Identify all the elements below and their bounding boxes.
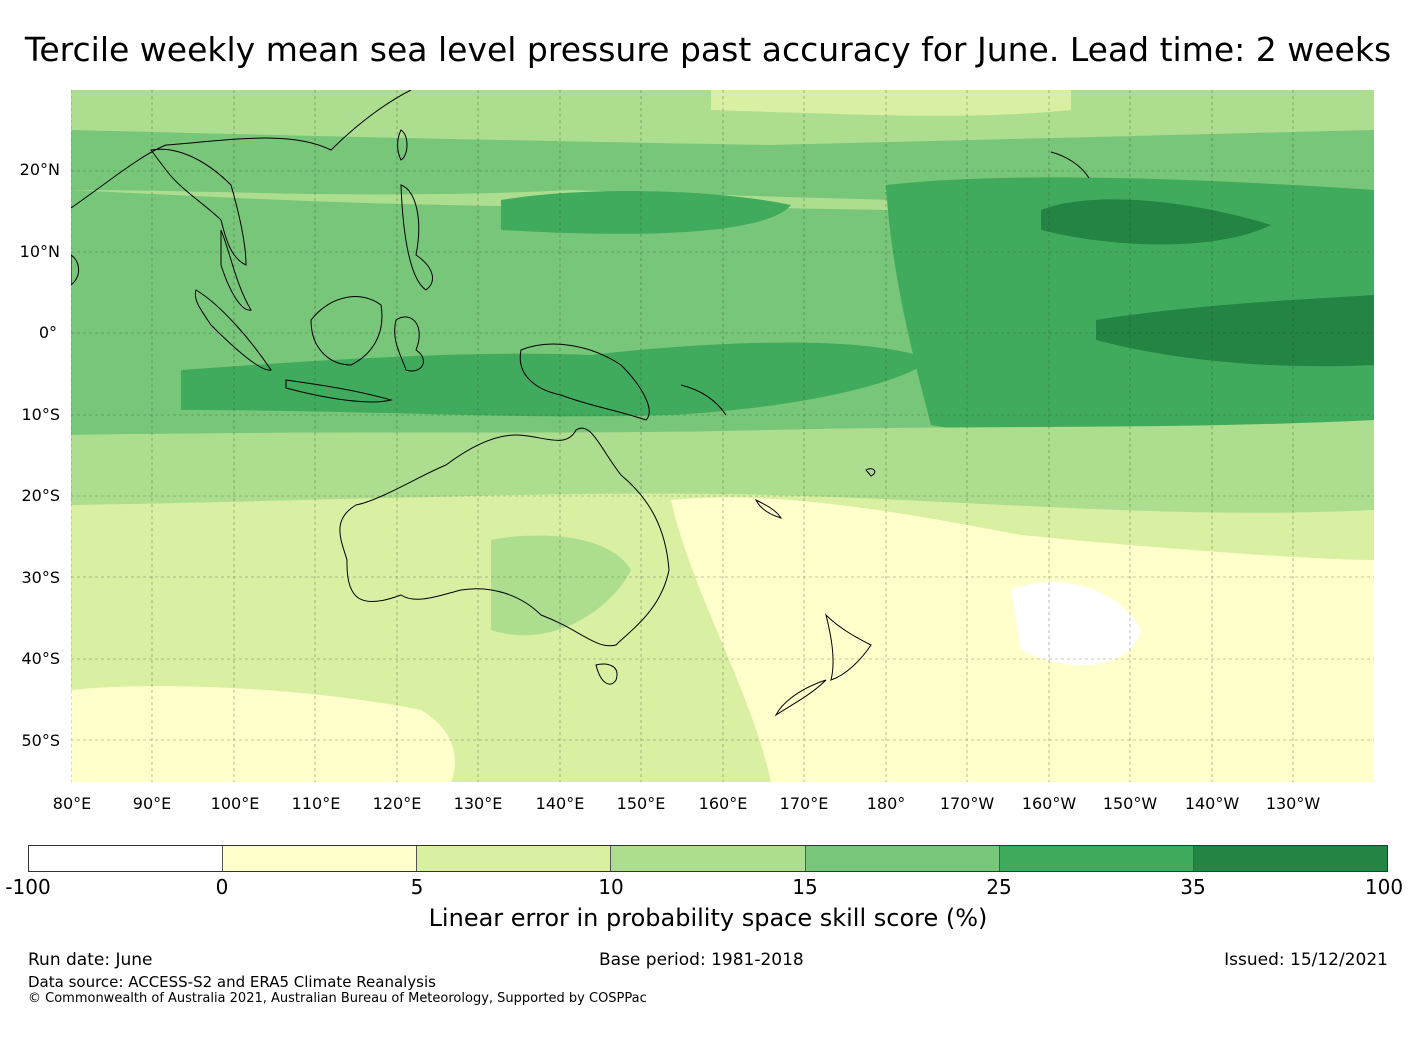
skill-region-negative — [1011, 582, 1141, 666]
new-caledonia-coast — [754, 498, 783, 519]
fiji-islands — [865, 468, 876, 477]
philippines-coast — [400, 184, 434, 291]
colorbar-tick: 10 — [598, 875, 624, 899]
lon-label-90e: 90°E — [132, 794, 172, 813]
new-guinea-coast — [519, 343, 650, 421]
solomon-islands — [680, 384, 727, 416]
lat-label-40s: 40°S — [21, 649, 60, 668]
lon-label-130e: 130°E — [453, 794, 503, 813]
colorbar-tick: 0 — [215, 875, 229, 899]
skill-region-max-2 — [1096, 295, 1374, 367]
coastlines — [71, 90, 1090, 717]
lat-label-30s: 30°S — [21, 568, 60, 587]
colorbar — [28, 845, 1388, 872]
colorbar-segment — [29, 846, 224, 871]
skill-region-maritime — [181, 342, 931, 417]
colorbar-segment — [223, 846, 418, 871]
lon-label-160e: 160°E — [698, 794, 748, 813]
colorbar-segment — [999, 846, 1194, 871]
sulawesi-coast — [394, 316, 424, 372]
colorbar-tick: 5 — [410, 875, 424, 899]
lat-label-10n: 10°N — [19, 242, 60, 261]
lon-label-100e: 100°E — [210, 794, 260, 813]
map-title: Tercile weekly mean sea level pressure p… — [24, 30, 1392, 69]
copyright: © Commonwealth of Australia 2021, Austra… — [28, 991, 647, 1006]
skill-region-north-yellow — [711, 90, 1071, 116]
colorbar-segment — [417, 846, 612, 871]
lon-label-130w: 130°W — [1265, 794, 1321, 813]
new-zealand-south — [774, 679, 827, 717]
java-coast — [285, 379, 393, 403]
lon-label-150e: 150°E — [616, 794, 666, 813]
base-period: Base period: 1981-2018 — [599, 950, 804, 970]
colorbar-tick: -100 — [5, 875, 51, 899]
lon-label-80e: 80°E — [52, 794, 92, 813]
colorbar-segment — [805, 846, 1000, 871]
lon-label-120e: 120°E — [372, 794, 422, 813]
hawaii-islands — [1050, 151, 1090, 179]
new-zealand-north — [825, 613, 872, 681]
lon-label-110e: 110°E — [291, 794, 341, 813]
china-coast — [71, 90, 412, 209]
colorbar-segment — [1193, 846, 1387, 871]
sumatra-coast — [194, 289, 272, 371]
lon-label-140w: 140°W — [1184, 794, 1240, 813]
lon-label-170w: 170°W — [939, 794, 995, 813]
run-date: Run date: June — [28, 950, 153, 970]
lat-label-10s: 10°S — [21, 405, 60, 424]
skill-score-map — [71, 90, 1374, 782]
lat-label-20n: 20°N — [19, 160, 60, 179]
colorbar-segment — [611, 846, 806, 871]
indochina-coast — [150, 148, 247, 266]
lon-label-170e: 170°E — [779, 794, 829, 813]
lat-label-eq: 0° — [38, 323, 57, 342]
lon-label-160w: 160°W — [1021, 794, 1077, 813]
colorbar-tick: 15 — [792, 875, 818, 899]
skill-region-south-australia — [491, 535, 631, 636]
graticule — [71, 90, 1374, 782]
skill-region-southwest-pale — [71, 686, 455, 782]
colorbar-tick: 100 — [1364, 875, 1404, 899]
taiwan-coast — [397, 129, 408, 161]
lon-label-180: 180° — [866, 794, 906, 813]
colorbar-label: Linear error in probability space skill … — [428, 904, 988, 932]
issued-date: Issued: 15/12/2021 — [1224, 950, 1388, 970]
australia-coast — [339, 427, 670, 647]
skill-region-tropics-strong-west — [501, 190, 791, 234]
lat-label-50s: 50°S — [21, 731, 60, 750]
data-source: Data source: ACCESS-S2 and ERA5 Climate … — [28, 973, 436, 991]
borneo-coast — [310, 296, 383, 366]
lat-label-20s: 20°S — [21, 486, 60, 505]
colorbar-tick: 25 — [986, 875, 1012, 899]
skill-region-max-1 — [1041, 199, 1271, 245]
lon-label-140e: 140°E — [535, 794, 585, 813]
colorbar-tick: 35 — [1180, 875, 1206, 899]
lon-label-150w: 150°W — [1102, 794, 1158, 813]
skill-region-south-light — [71, 420, 1374, 513]
tasmania-coast — [595, 663, 618, 685]
